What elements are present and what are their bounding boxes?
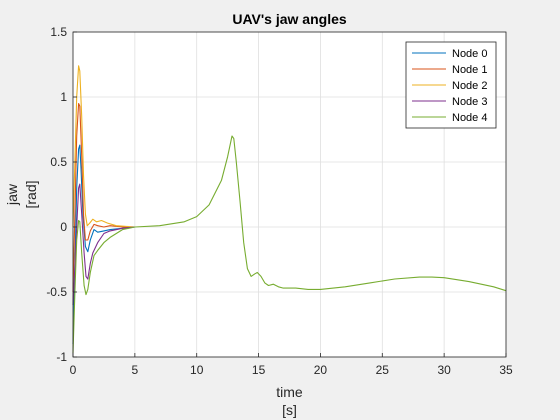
y-axis-unit: [rad] [23, 180, 39, 208]
x-tick-label: 5 [132, 363, 139, 377]
plot-border [72, 31, 507, 358]
legend: Node 0 Node 1 Node 2 Node 3 Node 4 [405, 41, 497, 129]
legend-label: Node 1 [452, 64, 487, 76]
x-tick-label: 30 [437, 363, 451, 377]
y-tick-label: -1 [56, 350, 67, 364]
legend-label: Node 0 [452, 48, 487, 60]
x-axis-unit: [s] [282, 402, 297, 418]
y-axis-label: jaw [4, 183, 20, 206]
x-tick-label: 25 [376, 363, 390, 377]
series-line-node-0 [72, 144, 135, 345]
chart-title: UAV's jaw angles [232, 11, 347, 27]
x-tick-label: 0 [70, 363, 77, 377]
x-tick-label: 10 [190, 363, 204, 377]
x-tick-label: 20 [314, 363, 328, 377]
x-tick-label: 15 [252, 363, 266, 377]
series-line-node-4 [72, 135, 507, 354]
legend-label: Node 3 [452, 96, 487, 108]
x-tick-label: 35 [499, 363, 513, 377]
y-tick-label: 1.5 [50, 25, 67, 39]
y-tick-label: 0 [60, 220, 67, 234]
series-line-node-1 [72, 102, 135, 293]
series-line-node-3 [72, 183, 135, 306]
series-lines [72, 65, 507, 354]
legend-label: Node 2 [452, 80, 487, 92]
legend-label: Node 4 [452, 112, 487, 124]
y-tick-label: -0.5 [46, 285, 67, 299]
x-axis-label: time [276, 384, 303, 400]
y-tick-label: 1 [60, 90, 67, 104]
ticks: 0 5 10 15 20 25 30 35 -1 -0.5 0 0.5 1 1.5 [46, 25, 513, 377]
series-line-node-2 [72, 65, 135, 228]
y-tick-label: 0.5 [50, 155, 67, 169]
